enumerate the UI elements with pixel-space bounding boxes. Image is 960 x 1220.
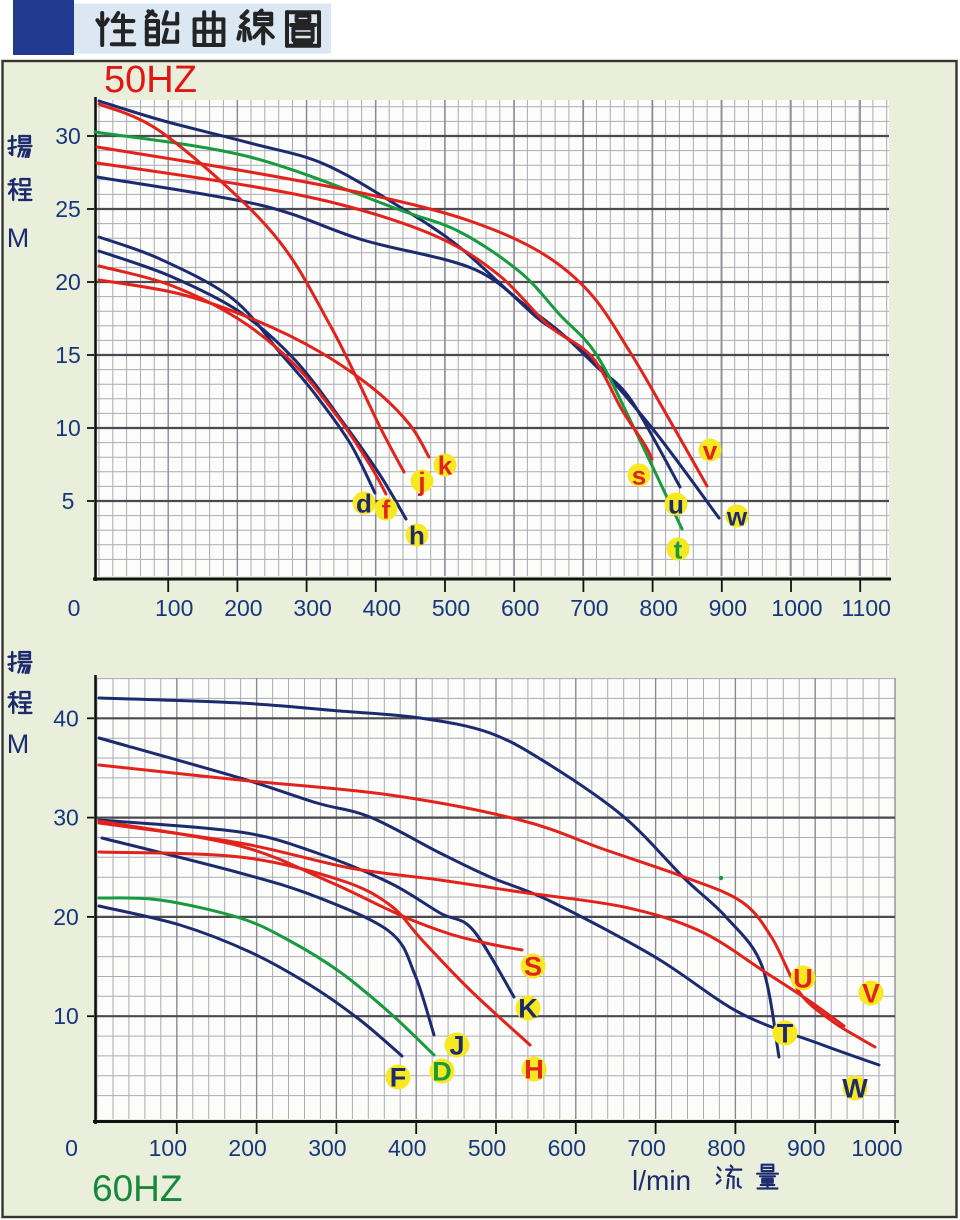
svg-text:20: 20: [55, 269, 81, 295]
svg-text:50HZ: 50HZ: [104, 59, 197, 101]
svg-text:20: 20: [53, 904, 79, 930]
svg-text:M: M: [7, 223, 30, 253]
svg-text:700: 700: [570, 595, 608, 621]
svg-text:15: 15: [55, 342, 81, 368]
svg-text:700: 700: [627, 1135, 665, 1161]
svg-text:10: 10: [55, 415, 81, 441]
svg-text:30: 30: [53, 805, 79, 831]
svg-text:l/min: l/min: [632, 1165, 691, 1196]
svg-text:H: H: [524, 1055, 544, 1085]
svg-text:T: T: [777, 1019, 794, 1049]
svg-text:J: J: [449, 1031, 464, 1061]
svg-text:200: 200: [228, 1135, 266, 1161]
svg-text:k: k: [438, 450, 453, 480]
svg-text:D: D: [432, 1057, 452, 1087]
svg-text:1000: 1000: [851, 1135, 902, 1161]
svg-text:h: h: [409, 520, 425, 550]
svg-text:300: 300: [293, 595, 331, 621]
svg-text:U: U: [793, 964, 813, 994]
svg-text:j: j: [417, 466, 425, 496]
svg-text:5: 5: [62, 488, 75, 514]
svg-text:0: 0: [68, 595, 81, 621]
svg-text:800: 800: [639, 595, 677, 621]
svg-text:500: 500: [432, 595, 470, 621]
svg-text:60HZ: 60HZ: [92, 1168, 182, 1209]
svg-text:25: 25: [55, 196, 81, 222]
svg-text:F: F: [390, 1063, 407, 1093]
svg-text:t: t: [674, 534, 683, 564]
svg-text:K: K: [518, 994, 538, 1024]
svg-text:400: 400: [388, 1135, 426, 1161]
svg-text:u: u: [668, 489, 684, 519]
svg-text:30: 30: [55, 123, 81, 149]
svg-text:0: 0: [65, 1135, 78, 1161]
svg-text:v: v: [703, 435, 718, 465]
svg-text:900: 900: [709, 595, 747, 621]
svg-text:200: 200: [224, 595, 262, 621]
svg-text:40: 40: [53, 705, 79, 731]
svg-text:1100: 1100: [841, 595, 890, 621]
svg-text:f: f: [382, 494, 391, 524]
svg-text:600: 600: [548, 1135, 586, 1161]
svg-text:1000: 1000: [771, 595, 822, 621]
svg-text:M: M: [7, 729, 30, 759]
svg-text:w: w: [726, 501, 748, 531]
svg-text:d: d: [356, 488, 372, 518]
svg-text:10: 10: [53, 1003, 79, 1029]
svg-text:S: S: [524, 952, 542, 982]
svg-text:100: 100: [149, 1135, 187, 1161]
svg-text:s: s: [632, 460, 646, 490]
svg-text:100: 100: [155, 595, 193, 621]
svg-text:400: 400: [363, 595, 401, 621]
svg-text:600: 600: [501, 595, 539, 621]
svg-text:300: 300: [308, 1135, 346, 1161]
svg-text:800: 800: [707, 1135, 745, 1161]
svg-text:V: V: [862, 979, 880, 1009]
svg-text:900: 900: [787, 1135, 825, 1161]
svg-text:W: W: [842, 1074, 868, 1104]
svg-text:500: 500: [468, 1135, 506, 1161]
